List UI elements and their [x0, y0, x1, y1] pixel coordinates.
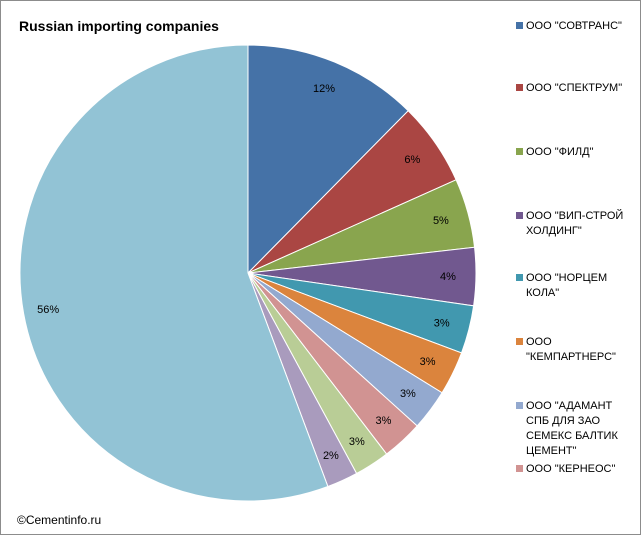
legend-label: ООО "ФИЛД": [526, 146, 594, 158]
legend-swatch: [516, 22, 523, 29]
pie-data-label-1: 12%: [313, 83, 335, 95]
pie-data-label-11: 56%: [37, 304, 59, 316]
legend-label: ООО "НОРЦЕМ КОЛА": [526, 272, 608, 299]
pie-slice-1: [247, 44, 409, 275]
legend-label: ООО "ВИП-СТРОЙ ХОЛДИНГ": [526, 210, 624, 237]
legend-swatch: [516, 212, 523, 219]
chart-title: Russian importing companies: [19, 18, 219, 34]
legend-swatch: [516, 465, 523, 472]
pie-data-label-10: 2%: [323, 450, 339, 462]
legend-swatch: [516, 338, 523, 345]
pie-data-label-6: 3%: [420, 356, 436, 368]
pie-slices: [19, 44, 477, 502]
pie-data-label-8: 3%: [376, 415, 392, 427]
legend-label: ООО "СОВТРАНС": [526, 20, 622, 32]
legend-swatch: [516, 402, 523, 409]
legend-label: ООО "КЕМПАРТНЕРС": [526, 336, 616, 363]
legend-label: ООО "АДАМАНТ СПБ ДЛЯ ЗАО СЕМЕКС БАЛТИК Ц…: [526, 400, 618, 457]
pie-data-label-2: 6%: [404, 154, 420, 166]
legend-swatch: [516, 84, 523, 91]
legend-swatch: [516, 274, 523, 281]
copyright-text: ©Cementinfo.ru: [17, 513, 102, 527]
legend-swatch: [516, 148, 523, 155]
pie-data-label-7: 3%: [400, 388, 416, 400]
pie-data-label-5: 3%: [434, 318, 450, 330]
pie-data-labels: 12% 6% 5% 4% 3% 3% 3% 3% 3% 2% 56%: [37, 83, 456, 462]
pie-slice-11: [19, 44, 329, 502]
legend-label: ООО "КЕРНЕОС": [526, 463, 616, 475]
legend-label: ООО "СПЕКТРУМ": [526, 82, 623, 94]
pie-data-label-4: 4%: [440, 271, 456, 283]
pie-data-label-9: 3%: [349, 436, 365, 448]
pie-data-label-3: 5%: [433, 215, 449, 227]
